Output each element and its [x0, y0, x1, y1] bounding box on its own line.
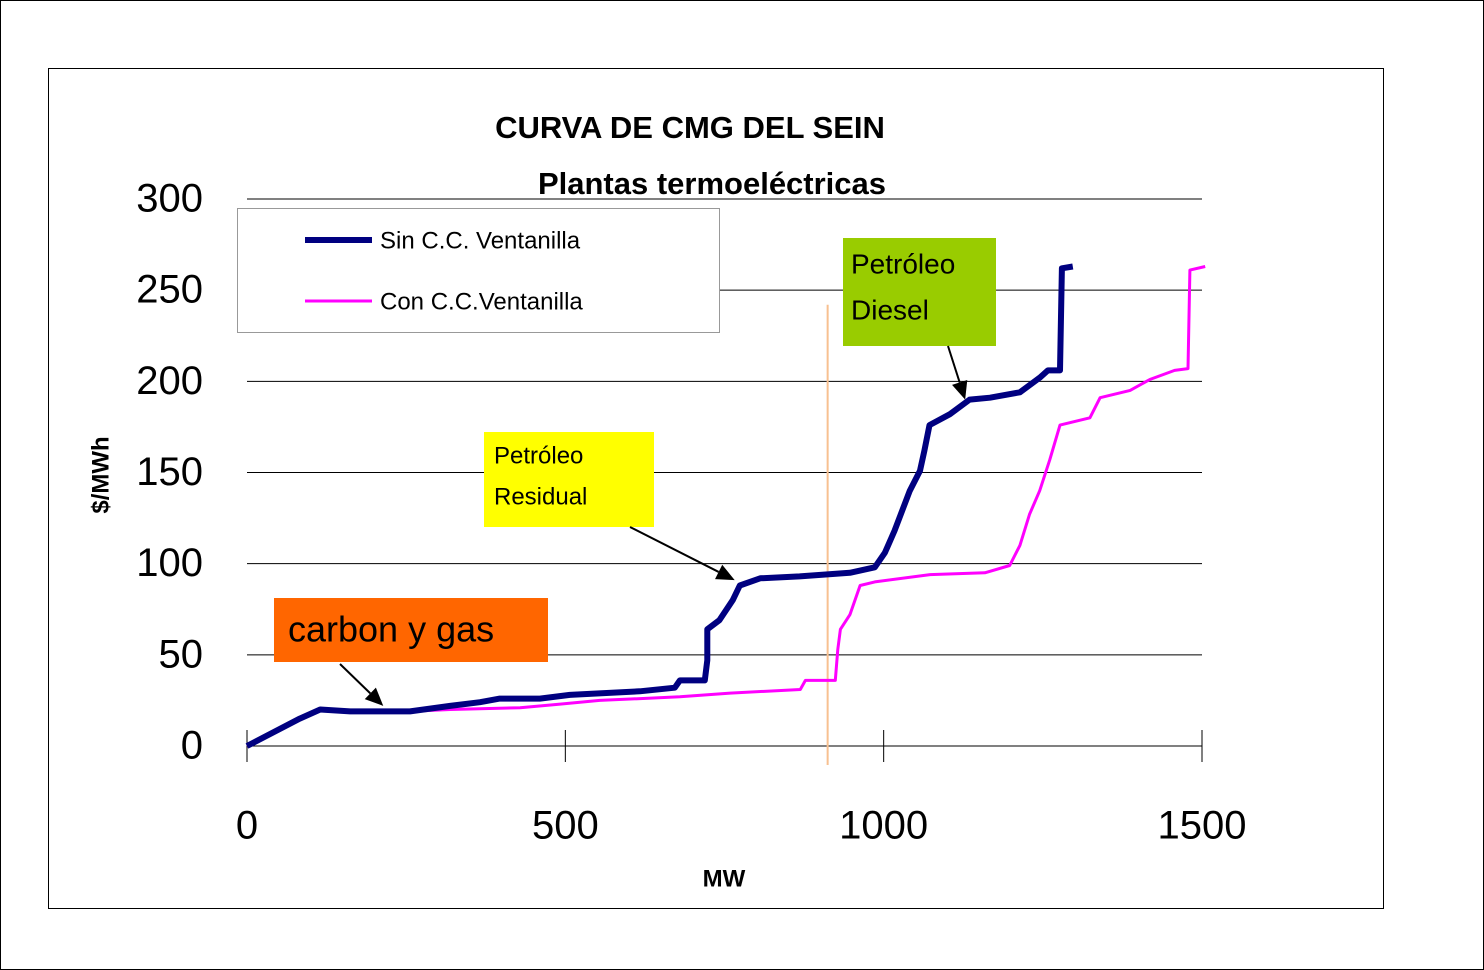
y-tick-label: 100: [136, 541, 203, 585]
annotation-box: [843, 238, 996, 346]
legend-label: Sin C.C. Ventanilla: [380, 227, 581, 254]
x-tick-label: 1500: [1158, 804, 1247, 848]
annotation-text: Petróleo: [851, 248, 955, 279]
annotation-text: Residual: [494, 483, 587, 510]
annotation-text: Petróleo: [494, 442, 583, 469]
x-tick-label: 1000: [839, 804, 928, 848]
y-tick-label: 200: [136, 359, 203, 403]
annotation-text: carbon y gas: [288, 609, 494, 650]
legend-label: Con C.C.Ventanilla: [380, 288, 583, 315]
y-tick-label: 250: [136, 268, 203, 312]
arrow-head: [364, 687, 384, 706]
y-axis-title: $/MWh: [87, 436, 114, 513]
x-tick-label: 500: [532, 804, 599, 848]
annotation-arrow: [339, 663, 372, 695]
x-tick-label: 0: [236, 804, 258, 848]
series-line: [245, 263, 1074, 749]
series-line: [246, 265, 1206, 748]
arrow-head: [715, 564, 735, 581]
y-tick-label: 50: [159, 632, 204, 676]
chart-subtitle: Plantas termoeléctricas: [538, 166, 886, 201]
y-tick-label: 0: [181, 724, 203, 768]
annotation-arrow: [629, 526, 720, 573]
chart-title: CURVA DE CMG DEL SEIN: [495, 110, 885, 145]
x-axis-title: MW: [703, 865, 746, 892]
annotation-arrow: [947, 345, 961, 383]
y-tick-label: 150: [136, 450, 203, 494]
annotation-text: Diesel: [851, 294, 929, 325]
legend: [237, 208, 720, 333]
annotation-box: [484, 432, 654, 527]
annotation-box: [274, 598, 548, 662]
y-tick-label: 300: [136, 177, 203, 221]
arrow-head: [952, 379, 968, 400]
